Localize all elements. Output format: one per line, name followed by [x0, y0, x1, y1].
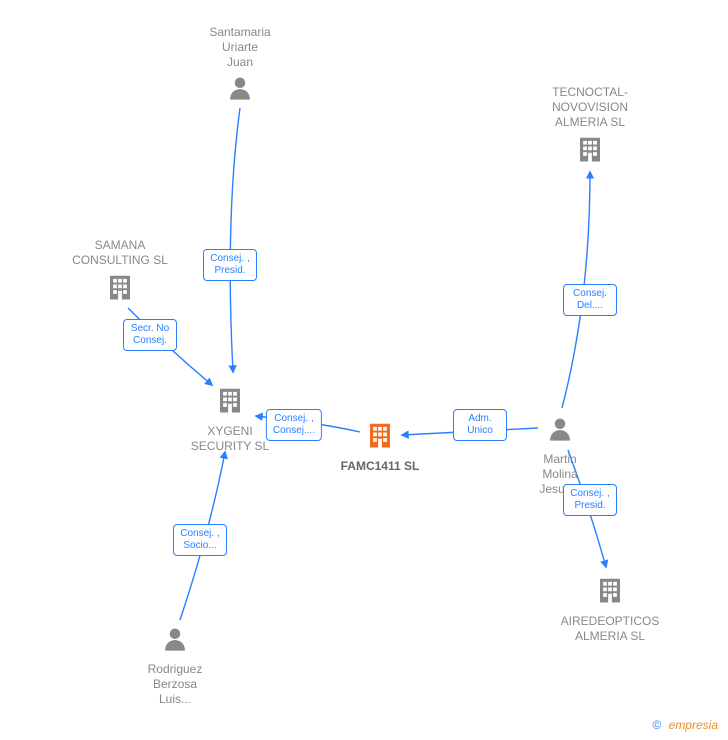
node-rodriguez[interactable]: Rodriguez Berzosa Luis... [105, 625, 245, 707]
brand-name: empresia [669, 718, 718, 732]
node-samana[interactable]: SAMANA CONSULTING SL [50, 238, 190, 307]
edge-label-e7: Consej. , Presid. [563, 484, 617, 516]
watermark: © empresia [652, 718, 718, 732]
edge-label-e2: Secr. No Consej. [123, 319, 177, 351]
edge-label-e3: Consej. , Socio... [173, 524, 227, 556]
node-label: SAMANA CONSULTING SL [50, 238, 190, 268]
node-santamaria[interactable]: Santamaria Uriarte Juan [170, 25, 310, 107]
edge-label-e5: Adm. Unico [453, 409, 507, 441]
node-label: TECNOCTAL- NOVOVISION ALMERIA SL [520, 85, 660, 130]
node-airedeopticos[interactable]: AIREDEOPTICOS ALMERIA SL [540, 575, 680, 644]
edge-e1 [230, 108, 240, 372]
node-label: FAMC1411 SL [310, 459, 450, 474]
diagram-canvas: Santamaria Uriarte Juan TECNOCTAL- NOVOV… [0, 0, 728, 740]
building-icon [215, 402, 245, 419]
copyright-symbol: © [652, 718, 661, 732]
person-icon [226, 89, 254, 106]
person-icon [161, 640, 189, 657]
edge-label-e1: Consej. , Presid. [203, 249, 257, 281]
building-icon [105, 289, 135, 306]
node-tecnoctal[interactable]: TECNOCTAL- NOVOVISION ALMERIA SL [520, 85, 660, 169]
building-icon [365, 437, 395, 454]
node-label: Santamaria Uriarte Juan [170, 25, 310, 70]
edge-label-e4: Consej. , Consej.... [266, 409, 322, 441]
edge-label-e6: Consej. Del.... [563, 284, 617, 316]
person-icon [546, 430, 574, 447]
building-icon [595, 592, 625, 609]
node-label: Rodriguez Berzosa Luis... [105, 662, 245, 707]
building-icon [575, 151, 605, 168]
node-label: AIREDEOPTICOS ALMERIA SL [540, 614, 680, 644]
node-famc[interactable]: FAMC1411 SL [310, 420, 450, 474]
